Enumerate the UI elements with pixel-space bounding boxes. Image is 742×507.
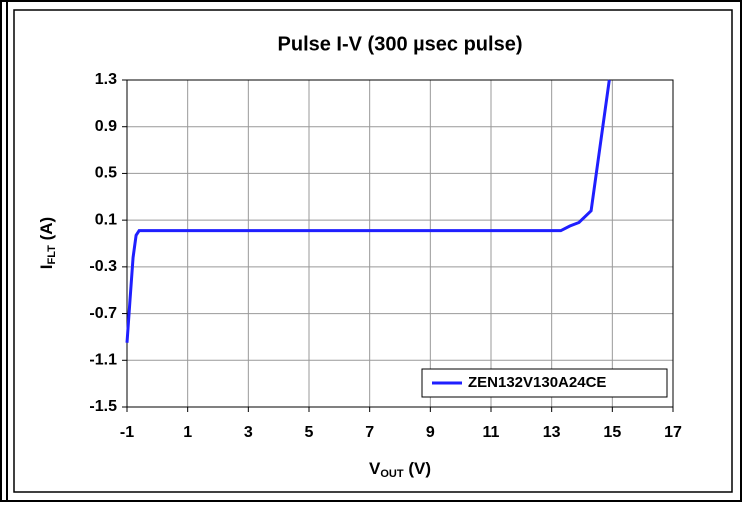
y-tick-label: -0.7: [89, 305, 117, 322]
x-label-main: V: [369, 459, 381, 478]
x-tick-label: -1: [120, 424, 134, 441]
y-axis-label: IFLT (A): [37, 217, 57, 269]
x-tick-label: 7: [365, 424, 374, 441]
y-tick-label: -1.1: [89, 352, 117, 369]
plot-border: [126, 79, 674, 408]
x-tick-label: 1: [183, 424, 192, 441]
y-tick-label: 1.3: [95, 71, 117, 88]
x-tick-label: 5: [305, 424, 314, 441]
y-tick-label: -0.3: [89, 258, 117, 275]
x-tick-label: 15: [603, 424, 621, 441]
x-tick-label: 3: [244, 424, 253, 441]
chart-area: [13, 9, 733, 493]
x-label-sub: OUT: [380, 468, 404, 480]
x-label-unit: (V): [404, 459, 431, 478]
y-label-sub: FLT: [46, 245, 58, 265]
y-tick-label: 0.5: [95, 165, 117, 182]
y-label-main: I: [37, 264, 56, 269]
legend-box: [421, 368, 668, 398]
x-tick-label: 13: [543, 424, 561, 441]
x-axis-label: VOUT (V): [369, 459, 431, 479]
x-tick-label: 11: [483, 424, 500, 441]
x-tick-label: 9: [426, 424, 435, 441]
y-tick-label: 0.1: [95, 211, 117, 228]
chart-title: Pulse I-V (300 µsec pulse): [278, 33, 523, 55]
y-label-unit: (A): [37, 217, 56, 245]
y-tick-label: 0.9: [95, 118, 117, 135]
x-tick-label: 17: [664, 424, 682, 441]
legend-label: ZEN132V130A24CE: [468, 374, 606, 391]
y-tick-label: -1.5: [89, 398, 117, 415]
series-line: [125, 79, 611, 343]
